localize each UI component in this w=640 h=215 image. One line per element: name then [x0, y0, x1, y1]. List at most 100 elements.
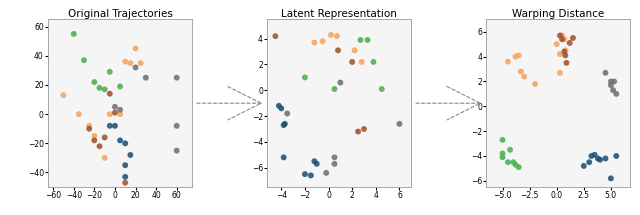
Point [600, 71, 611, 74]
Point [606, 80, 616, 83]
Point [369, 60, 379, 64]
Point [99, 156, 109, 160]
Point [347, 60, 357, 64]
Point [99, 88, 109, 91]
Point [120, 175, 131, 179]
Title: Warping Distance: Warping Distance [512, 9, 604, 18]
Point [131, 66, 141, 69]
Point [359, 127, 369, 131]
Point [568, 36, 578, 40]
Point [280, 122, 290, 126]
Point [282, 112, 292, 115]
Point [611, 154, 621, 158]
Point [105, 92, 115, 95]
Point [131, 47, 141, 50]
Point [503, 160, 513, 164]
Point [110, 105, 120, 109]
Point [68, 32, 79, 36]
Point [99, 136, 109, 139]
Point [497, 155, 508, 159]
Point [312, 162, 322, 166]
Point [300, 76, 310, 79]
Point [276, 107, 287, 110]
Point [584, 160, 595, 164]
Point [497, 152, 508, 155]
Point [105, 124, 115, 127]
Point [555, 52, 565, 56]
Point [317, 40, 328, 43]
Point [335, 81, 346, 84]
Point [321, 171, 332, 175]
Point [330, 156, 340, 159]
Point [330, 162, 340, 166]
Point [125, 61, 136, 65]
Point [115, 112, 125, 116]
Point [609, 80, 620, 83]
Point [505, 148, 515, 152]
Point [503, 60, 513, 63]
Point [510, 163, 520, 166]
Point [589, 153, 600, 157]
Point [74, 112, 84, 116]
Point [557, 37, 567, 41]
Point [300, 172, 310, 176]
Title: Original Trajectories: Original Trajectories [68, 9, 173, 18]
Point [172, 149, 182, 152]
Point [89, 80, 99, 84]
Point [136, 61, 146, 65]
Point [326, 33, 336, 37]
Point [514, 54, 524, 57]
Point [89, 139, 99, 142]
Point [94, 144, 104, 148]
Point [125, 153, 136, 157]
Point [120, 60, 131, 63]
Point [559, 37, 570, 41]
Point [309, 41, 319, 44]
Point [141, 76, 151, 79]
Point [560, 49, 570, 52]
Point [510, 55, 520, 58]
Point [309, 160, 319, 163]
Point [79, 58, 89, 62]
Point [560, 54, 570, 57]
Point [84, 127, 94, 131]
Point [608, 88, 618, 92]
Point [105, 112, 115, 116]
Point [600, 157, 611, 160]
Point [356, 60, 367, 64]
Point [497, 138, 508, 141]
Point [110, 111, 120, 114]
Point [376, 87, 387, 91]
Point [519, 75, 529, 78]
Point [561, 61, 572, 64]
Point [611, 92, 621, 96]
Point [172, 76, 182, 79]
Point [514, 166, 524, 169]
Point [564, 41, 575, 45]
Point [516, 70, 526, 73]
Point [172, 124, 182, 127]
Point [557, 34, 567, 37]
Point [332, 34, 342, 38]
Point [94, 86, 104, 90]
Point [120, 142, 131, 145]
Point [278, 156, 289, 159]
Point [330, 87, 340, 91]
Point [110, 124, 120, 127]
Point [120, 181, 131, 184]
Point [394, 122, 404, 126]
Point [362, 38, 372, 42]
Point [579, 164, 589, 168]
Point [270, 34, 280, 38]
Point [274, 104, 284, 108]
Point [89, 134, 99, 138]
Point [115, 108, 125, 112]
Point [115, 139, 125, 142]
Point [555, 71, 565, 74]
Point [606, 83, 616, 87]
Point [349, 49, 360, 52]
Point [559, 50, 570, 53]
Point [115, 85, 125, 88]
Point [555, 34, 565, 37]
Point [595, 158, 605, 161]
